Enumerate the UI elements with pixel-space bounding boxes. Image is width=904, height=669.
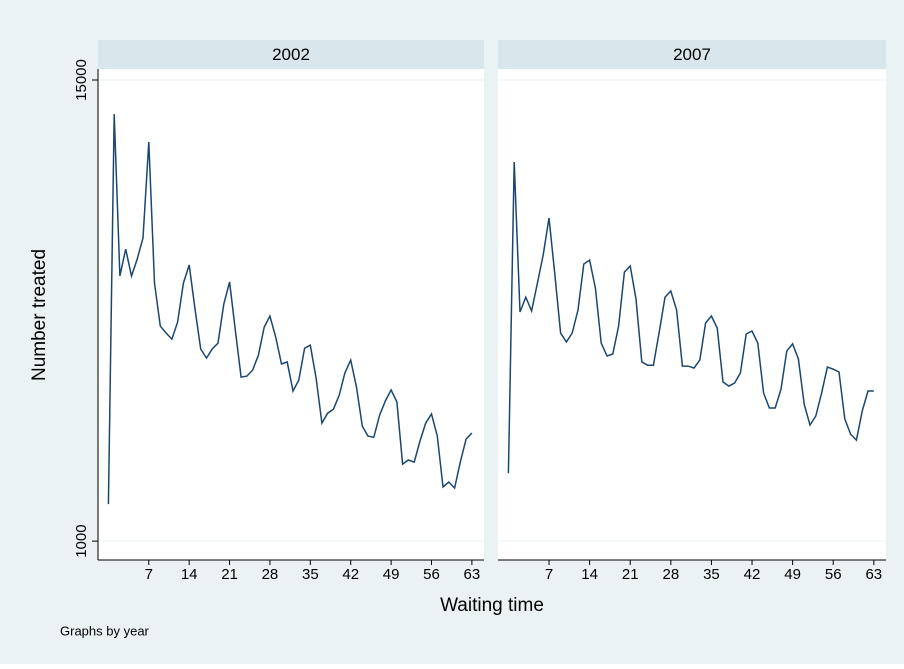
plot-area: [98, 69, 484, 560]
note: Graphs by year: [60, 623, 150, 638]
x-tick-label: 49: [383, 566, 400, 583]
series-line: [507, 161, 874, 474]
x-tick-label: 56: [423, 566, 440, 583]
panel-title: 2007: [673, 45, 711, 64]
y-axis-title: Number treated: [29, 249, 50, 381]
x-tick-label: 21: [221, 566, 238, 583]
strip: [498, 40, 886, 69]
x-tick-label: 63: [464, 566, 481, 583]
x-tick-label: 42: [744, 566, 761, 583]
y-tick-label: 1000: [73, 524, 90, 557]
x-tick-label: 21: [622, 566, 639, 583]
x-tick-label: 28: [662, 566, 679, 583]
panel-title: 2002: [272, 45, 310, 64]
x-tick-label: 42: [342, 566, 359, 583]
x-tick-label: 35: [302, 566, 319, 583]
x-tick-label: 14: [181, 566, 198, 583]
series-line: [107, 114, 473, 505]
y-tick-label: 15000: [73, 59, 90, 101]
plot-area: [498, 69, 886, 560]
x-tick-label: 14: [581, 566, 598, 583]
x-tick-label: 35: [703, 566, 720, 583]
x-tick-label: 28: [262, 566, 279, 583]
x-tick-label: 63: [865, 566, 882, 583]
x-tick-label: 7: [145, 566, 153, 583]
x-axis-title: Waiting time: [440, 595, 544, 616]
x-tick-label: 49: [784, 566, 801, 583]
x-tick-label: 7: [545, 566, 553, 583]
x-tick-label: 56: [825, 566, 842, 583]
strip: [98, 40, 484, 69]
